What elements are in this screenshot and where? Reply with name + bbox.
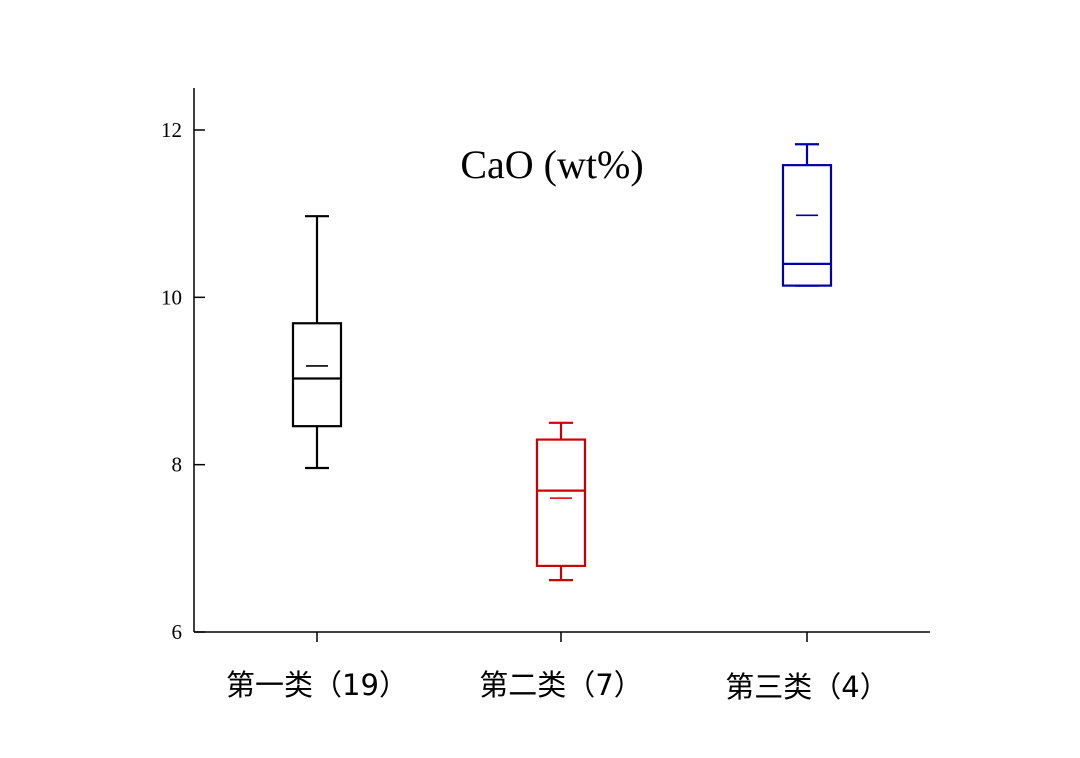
y-tick-label: 12 [161, 118, 182, 142]
box-group [291, 215, 343, 470]
box-iqr [535, 438, 587, 568]
x-category-label: 第三类（4） [725, 670, 888, 704]
y-tick-label: 8 [172, 453, 183, 477]
chart-title: CaO (wt%) [460, 142, 643, 187]
x-category-label: 第一类（19） [226, 668, 408, 702]
y-tick-label: 6 [172, 620, 183, 644]
box-plots [291, 143, 833, 582]
box-group [781, 143, 833, 287]
y-tick-label: 10 [161, 285, 182, 309]
box-iqr [781, 164, 833, 287]
y-ticks: 6 8 10 12 [161, 118, 205, 644]
box-iqr [291, 322, 343, 428]
x-category-label: 第二类（7） [479, 668, 642, 702]
x-ticks: 第一类（19） 第二类（7） 第三类（4） [226, 632, 889, 704]
box-group [535, 421, 587, 582]
